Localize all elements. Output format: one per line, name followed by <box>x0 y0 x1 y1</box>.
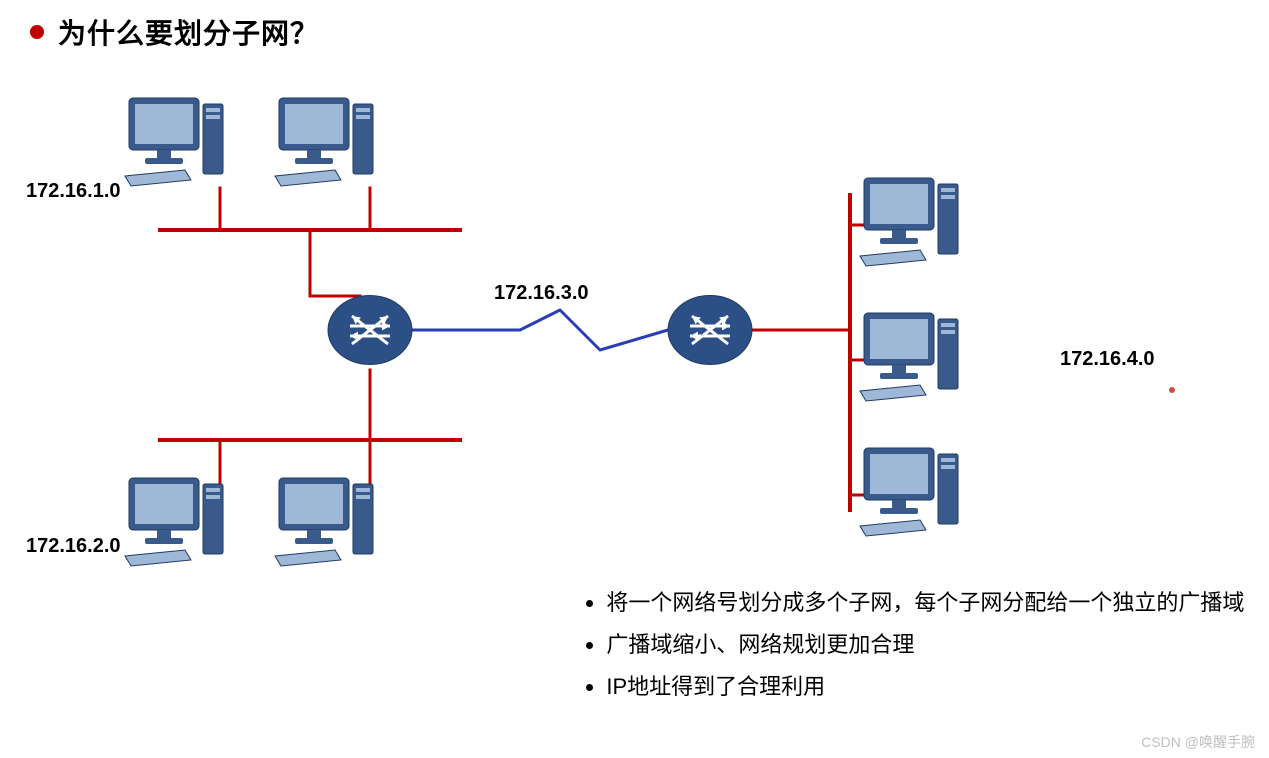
pc-icon <box>125 478 223 566</box>
wan-link <box>412 310 668 350</box>
subnet-label-4: 172.16.4.0 <box>1060 348 1155 371</box>
pc-icon <box>860 313 958 401</box>
pc-icon <box>275 478 373 566</box>
bullet-list: 将一个网络号划分成多个子网，每个子网分配给一个独立的广播域 广播域缩小、网络规划… <box>540 582 1244 707</box>
wan-link-label: 172.16.3.0 <box>494 282 589 305</box>
subnet-label-1: 172.16.1.0 <box>26 180 121 203</box>
pc-icon <box>125 98 223 186</box>
bullet-item: 将一个网络号划分成多个子网，每个子网分配给一个独立的广播域 <box>606 582 1244 624</box>
router-icon <box>328 296 412 365</box>
pc-icon <box>860 448 958 536</box>
bullet-item: IP地址得到了合理利用 <box>606 666 1244 708</box>
bullet-item: 广播域缩小、网络规划更加合理 <box>606 624 1244 666</box>
router-icon <box>668 296 752 365</box>
pc-icon <box>275 98 373 186</box>
pc-icon <box>860 178 958 266</box>
pointer-dot-icon <box>1169 387 1175 393</box>
watermark: CSDN @唤醒手腕 <box>1141 732 1255 752</box>
subnet-label-2: 172.16.2.0 <box>26 535 121 558</box>
slide: { "title": "为什么要划分子网？", "labels": { "net… <box>0 0 1269 758</box>
